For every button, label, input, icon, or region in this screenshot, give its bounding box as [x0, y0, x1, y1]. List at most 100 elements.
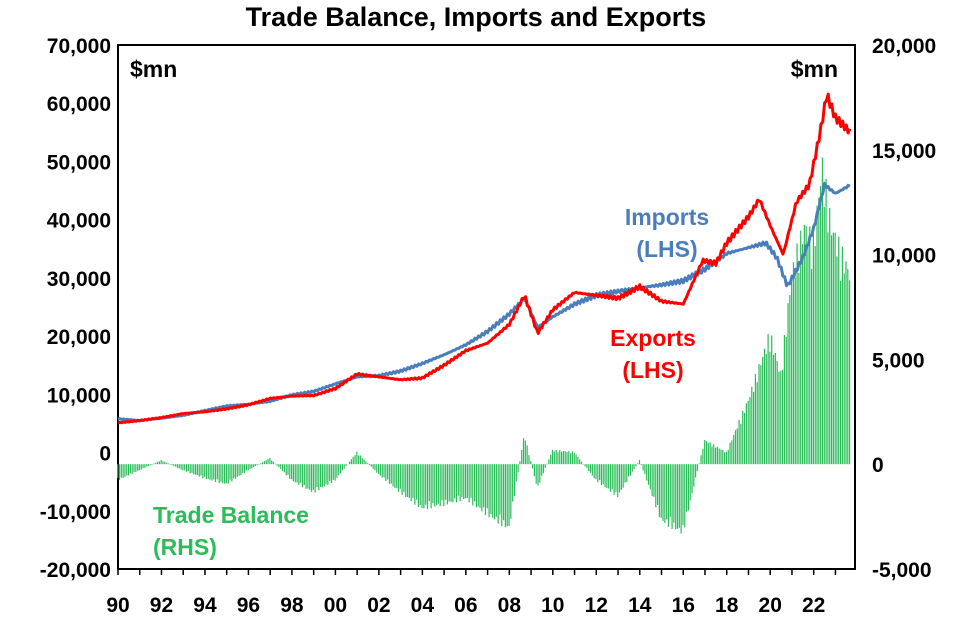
balance-bar	[370, 464, 372, 467]
balance-bar	[149, 464, 151, 466]
balance-bar	[406, 464, 409, 497]
balance-bar	[725, 451, 728, 465]
balance-bar	[166, 462, 168, 465]
exports-line	[117, 92, 852, 425]
balance-bar	[575, 454, 577, 465]
balance-bar	[437, 464, 439, 504]
balance-bar	[117, 464, 119, 478]
balance-bar	[120, 464, 122, 478]
balance-bar	[566, 452, 568, 465]
left-unit-label: $mn	[130, 56, 177, 82]
balance-bar	[164, 461, 166, 465]
balance-bar	[714, 447, 717, 465]
balance-bar	[600, 464, 603, 486]
balance-bar	[769, 351, 771, 465]
balance-bar	[229, 464, 231, 480]
balance-bar	[296, 464, 298, 483]
balance-bar	[142, 464, 144, 469]
balance-bar	[158, 461, 160, 465]
x-tick-label: 98	[280, 594, 304, 617]
balance-bar	[236, 464, 238, 477]
balance-bar	[599, 464, 601, 481]
balance-bar	[361, 458, 363, 465]
balance-bar	[818, 197, 820, 465]
balance-bar	[834, 232, 836, 465]
balance-bar	[473, 464, 476, 502]
balance-bar	[180, 464, 182, 470]
balance-bar	[185, 464, 188, 472]
balance-bar	[772, 354, 775, 465]
balance-bar	[568, 451, 570, 465]
balance-bar	[350, 459, 353, 465]
balance-bar	[434, 464, 436, 507]
balance-bar	[381, 464, 383, 478]
balance-bar	[740, 423, 742, 465]
balance-bar	[812, 234, 814, 465]
right-tick-label: 5,000	[872, 349, 925, 372]
balance-bar	[792, 262, 795, 465]
balance-bar	[421, 464, 423, 509]
balance-bar	[620, 464, 622, 490]
balance-bar	[323, 464, 325, 487]
balance-bar	[348, 461, 351, 465]
balance-bar	[698, 463, 700, 465]
balance-bar	[457, 464, 459, 496]
balance-bar	[435, 464, 438, 506]
balance-bar	[843, 273, 845, 465]
plot-frame	[117, 44, 856, 570]
balance-bar	[118, 464, 121, 481]
balance-bar	[751, 386, 753, 465]
balance-bar	[133, 464, 135, 472]
balance-bar	[155, 462, 157, 465]
balance-bar	[696, 464, 699, 472]
balance-bar	[321, 464, 324, 488]
balance-bar	[225, 464, 228, 484]
balance-bar	[827, 232, 829, 465]
balance-bar	[803, 224, 805, 465]
balance-bar	[627, 464, 630, 477]
balance-bar	[345, 464, 347, 466]
balance-bar	[729, 442, 731, 465]
balance-bar	[705, 441, 708, 465]
balance-bar	[461, 464, 463, 498]
balance-bar	[300, 464, 302, 483]
balance-bar	[269, 458, 271, 465]
balance-bar	[635, 464, 637, 467]
balance-bar	[339, 464, 342, 474]
balance-bar	[579, 459, 581, 465]
balance-bar	[416, 464, 418, 500]
balance-bar	[564, 451, 566, 465]
balance-bar	[745, 403, 747, 465]
x-tick-label: 08	[498, 594, 522, 617]
balance-bar	[287, 464, 289, 475]
balance-bar	[144, 464, 146, 468]
balance-bar	[667, 464, 670, 527]
balance-bar	[622, 464, 624, 488]
balance-bar	[301, 464, 304, 488]
balance-bar	[646, 464, 648, 481]
balance-bar	[341, 464, 343, 471]
balance-bar	[338, 464, 340, 476]
balance-bar	[263, 461, 266, 465]
balance-bar	[455, 464, 458, 503]
left-tick-label: 20,000	[47, 326, 111, 349]
balance-bar	[830, 235, 833, 465]
balance-bar	[765, 353, 767, 465]
balance-bar	[271, 460, 273, 465]
left-axis: -20,000 -10,000 0 10,000 20,000 30,000 40,000 5…	[40, 35, 111, 582]
balance-bar	[220, 464, 222, 482]
balance-bar	[231, 464, 233, 482]
balance-bar	[464, 464, 467, 499]
balance-bar	[127, 464, 130, 476]
balance-bar	[205, 464, 208, 480]
balance-bar	[291, 464, 293, 480]
balance-bar	[707, 443, 709, 465]
balance-bar	[243, 464, 246, 473]
balance-bar	[137, 464, 139, 471]
balance-bar	[774, 352, 776, 465]
balance-bar	[443, 464, 445, 507]
balance-bar	[524, 440, 526, 465]
balance-bar	[394, 464, 396, 488]
balance-bar	[222, 464, 224, 484]
balance-bar	[363, 459, 365, 465]
